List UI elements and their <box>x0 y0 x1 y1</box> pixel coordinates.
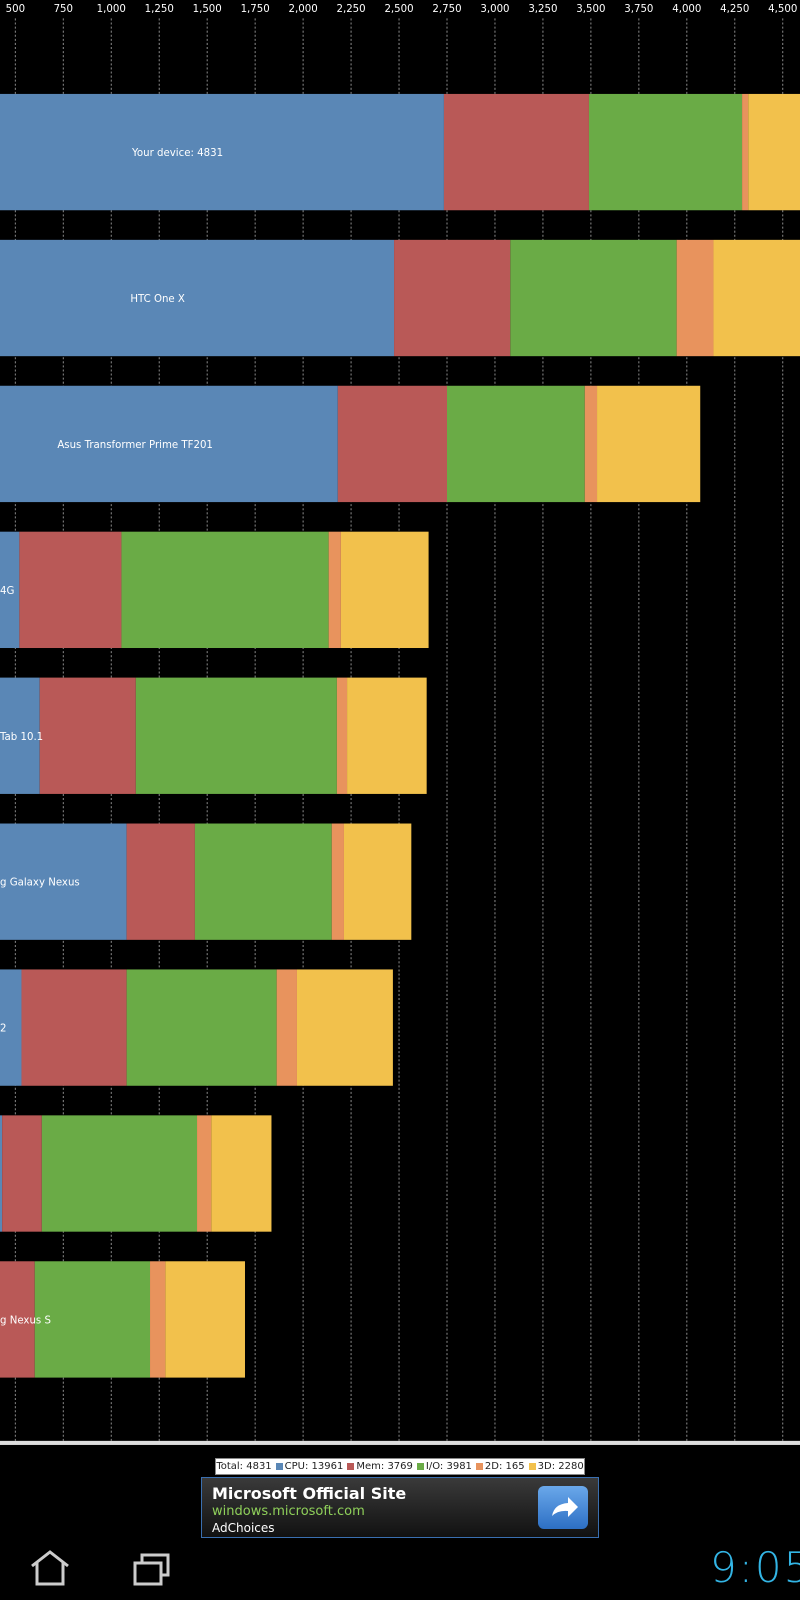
x-tick-label: 3,500 <box>576 4 605 15</box>
clock: 9:05 <box>710 1543 800 1592</box>
legend: Total: 4831 CPU: 13961 Mem: 3769 I/O: 3981 2… <box>215 1458 585 1475</box>
bar-label: HTC One X <box>130 294 185 305</box>
bar-segment <box>19 531 122 649</box>
bar-segment <box>742 93 749 211</box>
bar-segment <box>597 385 701 503</box>
legend-item: 3D: 2280 <box>528 1461 584 1472</box>
x-tick-label: 3,000 <box>480 4 509 15</box>
bar-segment <box>211 1115 272 1232</box>
bar-segment <box>41 1115 198 1232</box>
legend-item: CPU: 13961 <box>275 1461 344 1472</box>
x-tick-label: 3,250 <box>528 4 557 15</box>
bar-segment <box>331 823 344 940</box>
bar-segment <box>347 677 427 794</box>
bar-segment <box>0 677 40 794</box>
x-tick-label: 2,250 <box>336 4 365 15</box>
legend-item: I/O: 3981 <box>416 1461 472 1472</box>
bar-segment <box>0 1261 35 1378</box>
bar-label: g Galaxy Nexus <box>0 878 80 889</box>
x-tick-label: 500 <box>6 4 25 15</box>
bar-segment <box>588 93 743 211</box>
bar-segment <box>443 93 589 211</box>
bar-segment <box>748 93 800 211</box>
ad-choices[interactable]: AdChoices <box>212 1521 275 1535</box>
bar-segment <box>126 823 195 940</box>
bar-segment <box>328 531 341 649</box>
bar-segment <box>150 1261 166 1378</box>
bar-label: g Nexus S <box>0 1315 51 1326</box>
bar-segment <box>194 823 332 940</box>
bar-segment <box>584 385 598 503</box>
bar-segment <box>39 677 136 794</box>
ad-banner[interactable]: Microsoft Official Site windows.microsof… <box>201 1477 599 1538</box>
legend-swatch <box>347 1462 355 1470</box>
bar-segment <box>447 385 585 503</box>
bar-segment <box>296 969 393 1086</box>
ad-url: windows.microsoft.com <box>212 1504 365 1519</box>
bar-segment <box>394 239 511 357</box>
bar-segment <box>0 531 20 649</box>
chart-bottom <box>0 1440 800 1445</box>
share-arrow <box>552 1497 578 1517</box>
x-tick-label: 1,000 <box>97 4 126 15</box>
bar-segment <box>2 1115 42 1232</box>
bar-segment <box>197 1115 212 1232</box>
bar-segment <box>340 531 429 649</box>
x-tick-label: 4,250 <box>720 4 749 15</box>
x-tick-label: 4,500 <box>768 4 797 15</box>
legend-swatch <box>275 1462 283 1470</box>
legend-swatch <box>528 1462 536 1470</box>
ad-title: Microsoft Official Site <box>212 1484 407 1503</box>
bar-segment <box>165 1261 245 1378</box>
bar-segment <box>336 677 348 794</box>
home-button[interactable] <box>28 1548 72 1588</box>
bar-segment <box>510 239 677 357</box>
bar-segment <box>135 677 337 794</box>
bar-segment <box>0 239 395 357</box>
bar-segment <box>337 385 448 503</box>
legend-text: 2D: 165 <box>484 1461 525 1472</box>
legend-text: Mem: 3769 <box>356 1461 413 1472</box>
x-tick-label: 1,250 <box>145 4 174 15</box>
bar-segment <box>343 823 412 940</box>
x-tick-label: 2,500 <box>384 4 413 15</box>
bar-segment <box>676 239 714 357</box>
ad-button[interactable] <box>538 1486 588 1529</box>
bar-label: 2 <box>0 1024 6 1035</box>
bar-segment <box>713 239 800 357</box>
bar-segment <box>34 1261 151 1378</box>
x-tick-label: 4,000 <box>672 4 701 15</box>
bar-segment <box>21 969 127 1086</box>
legend-item: 2D: 165 <box>475 1461 525 1472</box>
x-tick-label: 3,750 <box>624 4 653 15</box>
bar-segment <box>276 969 297 1086</box>
bar-segment <box>0 1115 3 1232</box>
legend-text: 3D: 2280 <box>537 1461 584 1472</box>
legend-item: Total: 4831 <box>216 1461 271 1472</box>
legend-item: Mem: 3769 <box>347 1461 413 1472</box>
bar-segment <box>0 969 22 1086</box>
recents-button[interactable] <box>132 1552 172 1588</box>
x-tick-label: 2,750 <box>432 4 461 15</box>
legend-text: Total: 4831 <box>216 1461 272 1472</box>
bar-segment <box>126 969 277 1086</box>
x-tick-label: 750 <box>54 4 73 15</box>
legend-swatch <box>416 1462 424 1470</box>
legend-swatch <box>475 1462 483 1470</box>
bar-segment <box>0 823 127 940</box>
legend-text: CPU: 13961 <box>284 1461 344 1472</box>
legend-text: I/O: 3981 <box>425 1461 472 1472</box>
chart: 500 750 1,000 1,250 1,500 1,750 2,000 2,250 2,50… <box>0 4 800 1445</box>
x-tick-label: 1,750 <box>241 4 270 15</box>
bar-label: Tab 10.1 <box>0 732 43 743</box>
bar-segment <box>0 93 444 211</box>
bar-label: 4G <box>0 586 14 597</box>
bar-label: Asus Transformer Prime TF201 <box>57 440 213 451</box>
bar-segment <box>0 385 338 503</box>
bar-label: Your device: 4831 <box>131 148 223 159</box>
bar-segment <box>121 531 329 649</box>
x-tick-label: 1,500 <box>193 4 222 15</box>
x-tick-label: 2,000 <box>289 4 318 15</box>
